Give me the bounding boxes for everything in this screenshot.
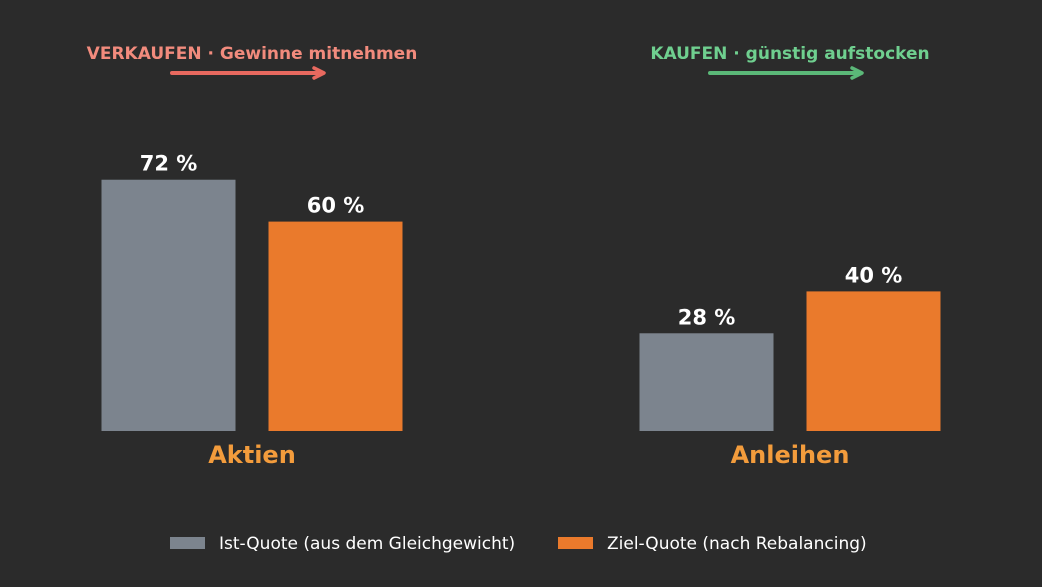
value-label-anleihen-series-1: 28 % bbox=[678, 305, 736, 329]
annotation-arrow-kaufen bbox=[708, 66, 864, 80]
category-label-anleihen: Anleihen bbox=[731, 441, 850, 469]
bar-aktien-series-2 bbox=[268, 221, 403, 431]
annotation-verkaufen: VERKAUFEN · Gewinne mitnehmen bbox=[87, 44, 418, 64]
legend-swatch-series-1 bbox=[170, 537, 205, 549]
bar-anleihen-series-2 bbox=[806, 291, 941, 431]
legend-label-series-1: Ist-Quote (aus dem Gleichgewicht) bbox=[219, 534, 515, 554]
category-label-aktien: Aktien bbox=[208, 441, 296, 469]
value-label-aktien-series-2: 60 % bbox=[307, 194, 365, 218]
legend-label-series-2: Ziel-Quote (nach Rebalancing) bbox=[607, 534, 867, 554]
annotations: VERKAUFEN · Gewinne mitnehmen KAUFEN · gü… bbox=[87, 44, 930, 80]
legend-item-series-1: Ist-Quote (aus dem Gleichgewicht) bbox=[170, 534, 515, 554]
category-labels: Aktien Anleihen bbox=[208, 441, 849, 469]
annotation-kaufen: KAUFEN · günstig aufstocken bbox=[650, 44, 929, 64]
legend-swatch-series-2 bbox=[558, 537, 593, 549]
annotation-arrow-verkaufen bbox=[170, 66, 326, 80]
value-labels: 72 % 60 % 28 % 40 % bbox=[140, 152, 903, 330]
bar-anleihen-series-1 bbox=[639, 333, 774, 431]
bar-aktien-series-1 bbox=[101, 179, 236, 431]
bars bbox=[101, 179, 941, 431]
value-label-aktien-series-1: 72 % bbox=[140, 152, 198, 176]
legend-item-series-2: Ziel-Quote (nach Rebalancing) bbox=[558, 534, 867, 554]
value-label-anleihen-series-2: 40 % bbox=[845, 263, 903, 287]
legend: Ist-Quote (aus dem Gleichgewicht) Ziel-Qu… bbox=[170, 534, 867, 554]
